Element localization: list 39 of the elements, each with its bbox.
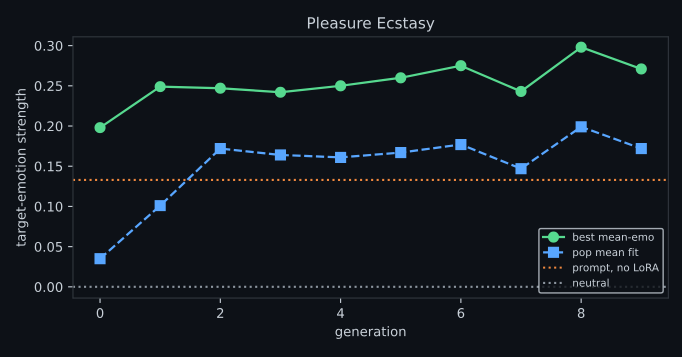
legend-label: prompt, no LoRA bbox=[573, 264, 659, 274]
point bbox=[335, 80, 346, 92]
legend-label: best mean-emo bbox=[573, 232, 654, 241]
y-tick-label: 0.10 bbox=[34, 202, 62, 212]
x-tick-label: 4 bbox=[337, 308, 344, 318]
x-tick-label: 8 bbox=[578, 308, 584, 318]
point bbox=[214, 82, 226, 94]
y-tick-label: 0.30 bbox=[34, 40, 62, 51]
x-tick-label: 6 bbox=[458, 308, 464, 318]
point bbox=[576, 42, 587, 53]
x-tick-label: 0 bbox=[96, 308, 104, 318]
point bbox=[335, 152, 346, 163]
point bbox=[94, 253, 106, 264]
point bbox=[94, 122, 106, 134]
x-tick-label: 2 bbox=[217, 308, 224, 318]
point bbox=[455, 138, 466, 150]
y-tick-label: 0.05 bbox=[34, 242, 62, 252]
point bbox=[636, 63, 647, 74]
y-tick-label: 0.15 bbox=[34, 161, 62, 172]
x-axis-title: generation bbox=[336, 326, 406, 339]
point bbox=[515, 86, 527, 98]
point bbox=[636, 142, 647, 154]
y-axis-title: target-emotion strength bbox=[16, 89, 28, 247]
y-tick-label: 0.20 bbox=[34, 121, 62, 132]
point bbox=[515, 163, 527, 174]
legend-label: pop mean fit bbox=[573, 248, 638, 258]
point bbox=[395, 72, 406, 84]
point bbox=[214, 142, 226, 154]
y-tick-label: 0.00 bbox=[34, 282, 62, 292]
point bbox=[154, 81, 166, 92]
point bbox=[274, 149, 286, 161]
ref-line-label: neutral bbox=[573, 278, 609, 287]
y-tick-label: 0.25 bbox=[34, 81, 62, 92]
point bbox=[455, 60, 466, 72]
chart-title: Pleasure Ecstasy bbox=[308, 16, 434, 32]
point bbox=[576, 121, 587, 132]
point bbox=[154, 200, 166, 212]
point bbox=[274, 86, 286, 98]
point bbox=[395, 147, 406, 158]
